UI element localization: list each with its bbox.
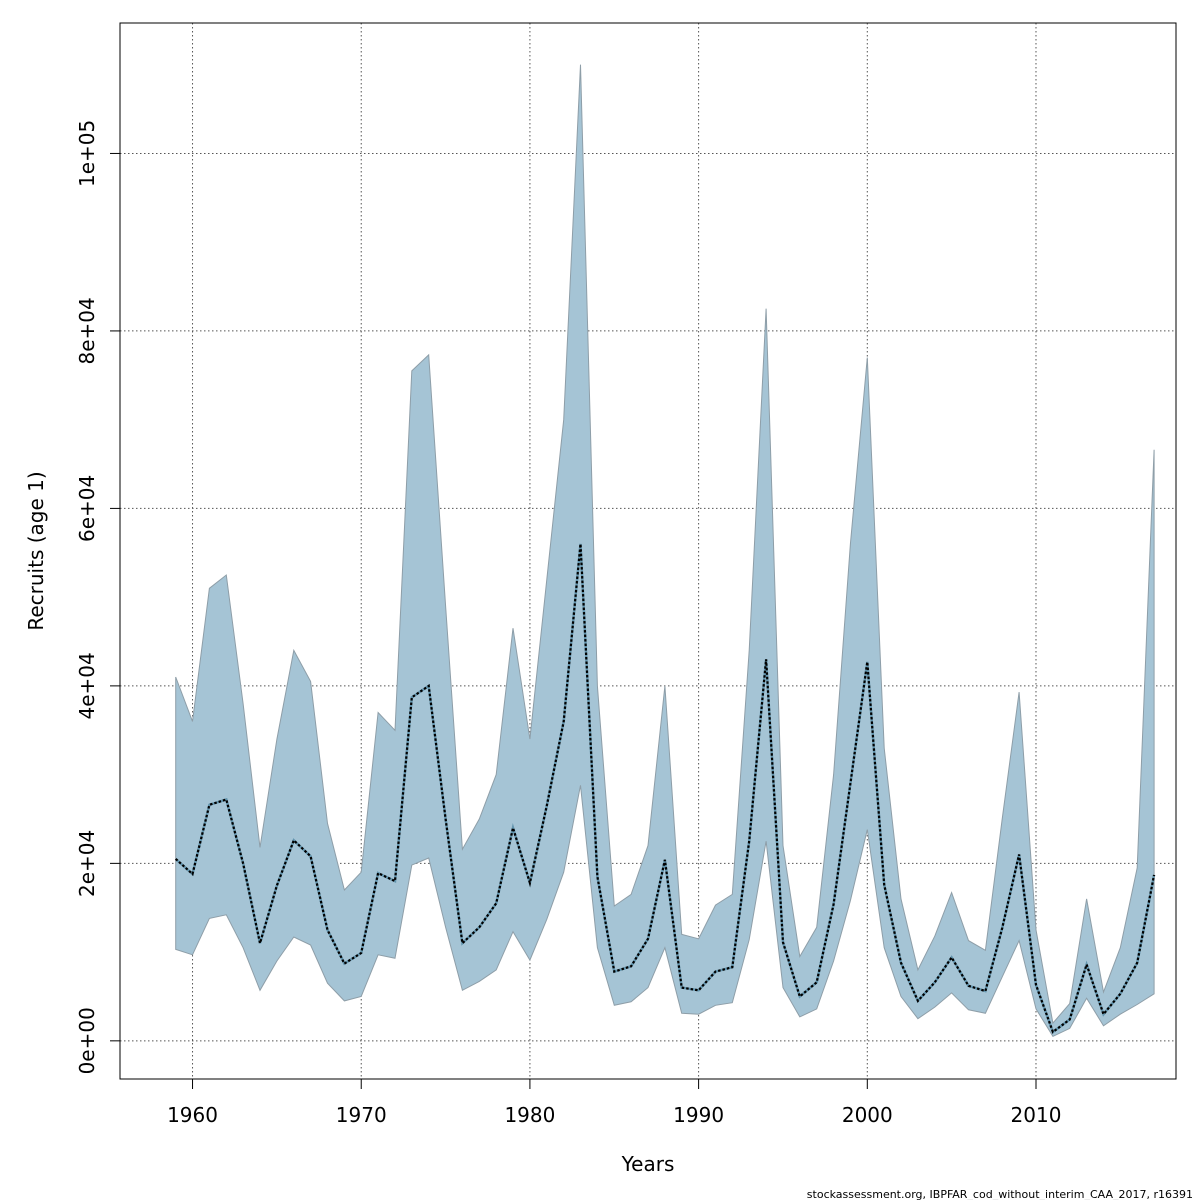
source-note: stockassessment.org, IBPFAR_cod_without_… <box>807 1188 1193 1200</box>
confidence-band <box>175 64 1155 1038</box>
x-tick-label: 1990 <box>673 1103 724 1127</box>
median-line <box>174 543 1156 1034</box>
x-axis: 1960 1970 1980 1990 2000 2010 <box>167 1078 1062 1127</box>
x-tick-label: 1960 <box>167 1103 218 1127</box>
x-axis-title: Years <box>621 1152 675 1176</box>
y-tick-label: 2e+04 <box>75 830 99 897</box>
y-axis: 0e+00 2e+04 4e+04 6e+04 8e+04 1e+05 <box>75 120 121 1074</box>
x-tick-label: 2000 <box>842 1103 893 1127</box>
y-tick-label: 1e+05 <box>75 120 99 187</box>
x-tick-label: 1980 <box>504 1103 555 1127</box>
median-line-layer <box>174 543 1156 1035</box>
y-axis-title: Recruits (age 1) <box>24 471 48 630</box>
y-tick-label: 8e+04 <box>75 297 99 364</box>
x-tick-label: 2010 <box>1011 1103 1062 1127</box>
confidence-band-layer <box>175 64 1155 1038</box>
y-tick-label: 0e+00 <box>75 1007 99 1074</box>
x-tick-label: 1970 <box>336 1103 387 1127</box>
y-tick-label: 6e+04 <box>75 475 99 542</box>
y-tick-label: 4e+04 <box>75 652 99 719</box>
